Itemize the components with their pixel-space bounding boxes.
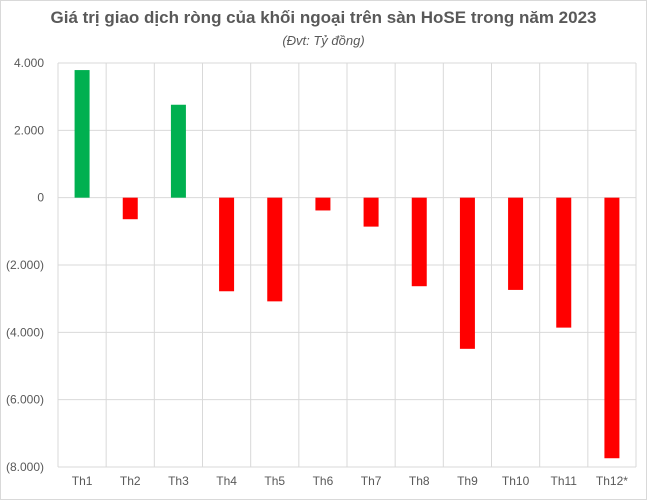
x-tick-label: Th2 [120,474,141,488]
x-tick-label: Th3 [168,474,189,488]
x-tick-label: Th4 [216,474,237,488]
x-tick-label: Th11 [551,474,578,488]
y-tick-label: (2.000) [6,258,44,272]
bar-th1 [74,70,90,198]
y-tick-label: 4.000 [14,56,44,70]
x-tick-label: Th7 [361,474,382,488]
y-tick-label: 2.000 [14,123,44,137]
y-tick-label: 0 [37,191,44,205]
chart-title: Giá trị giao dịch ròng của khối ngoại tr… [50,8,597,27]
bar-th2 [122,197,138,220]
bar-th5 [267,197,283,302]
bar-th4 [219,197,235,292]
y-tick-label: (8.000) [6,460,44,474]
x-tick-label: Th9 [457,474,478,488]
bar-th10 [508,197,524,290]
x-tick-label: Th5 [264,474,285,488]
y-tick-label: (6.000) [6,393,44,407]
bar-th12-star [604,197,620,459]
x-tick-label: Th8 [409,474,430,488]
bar-th9 [459,197,475,349]
y-tick-label: (4.000) [6,325,44,339]
bar-th11 [556,197,572,328]
bar-th8 [411,197,427,287]
x-tick-label: Th1 [72,474,93,488]
x-tick-label: Th10 [502,474,530,488]
x-tick-label: Th6 [313,474,334,488]
x-tick-label: Th12* [596,474,628,488]
bar-th7 [363,197,379,227]
bar-th6 [315,197,331,211]
bar-th3 [170,104,186,198]
chart-subtitle: (Đvt: Tỷ đồng) [282,33,365,48]
